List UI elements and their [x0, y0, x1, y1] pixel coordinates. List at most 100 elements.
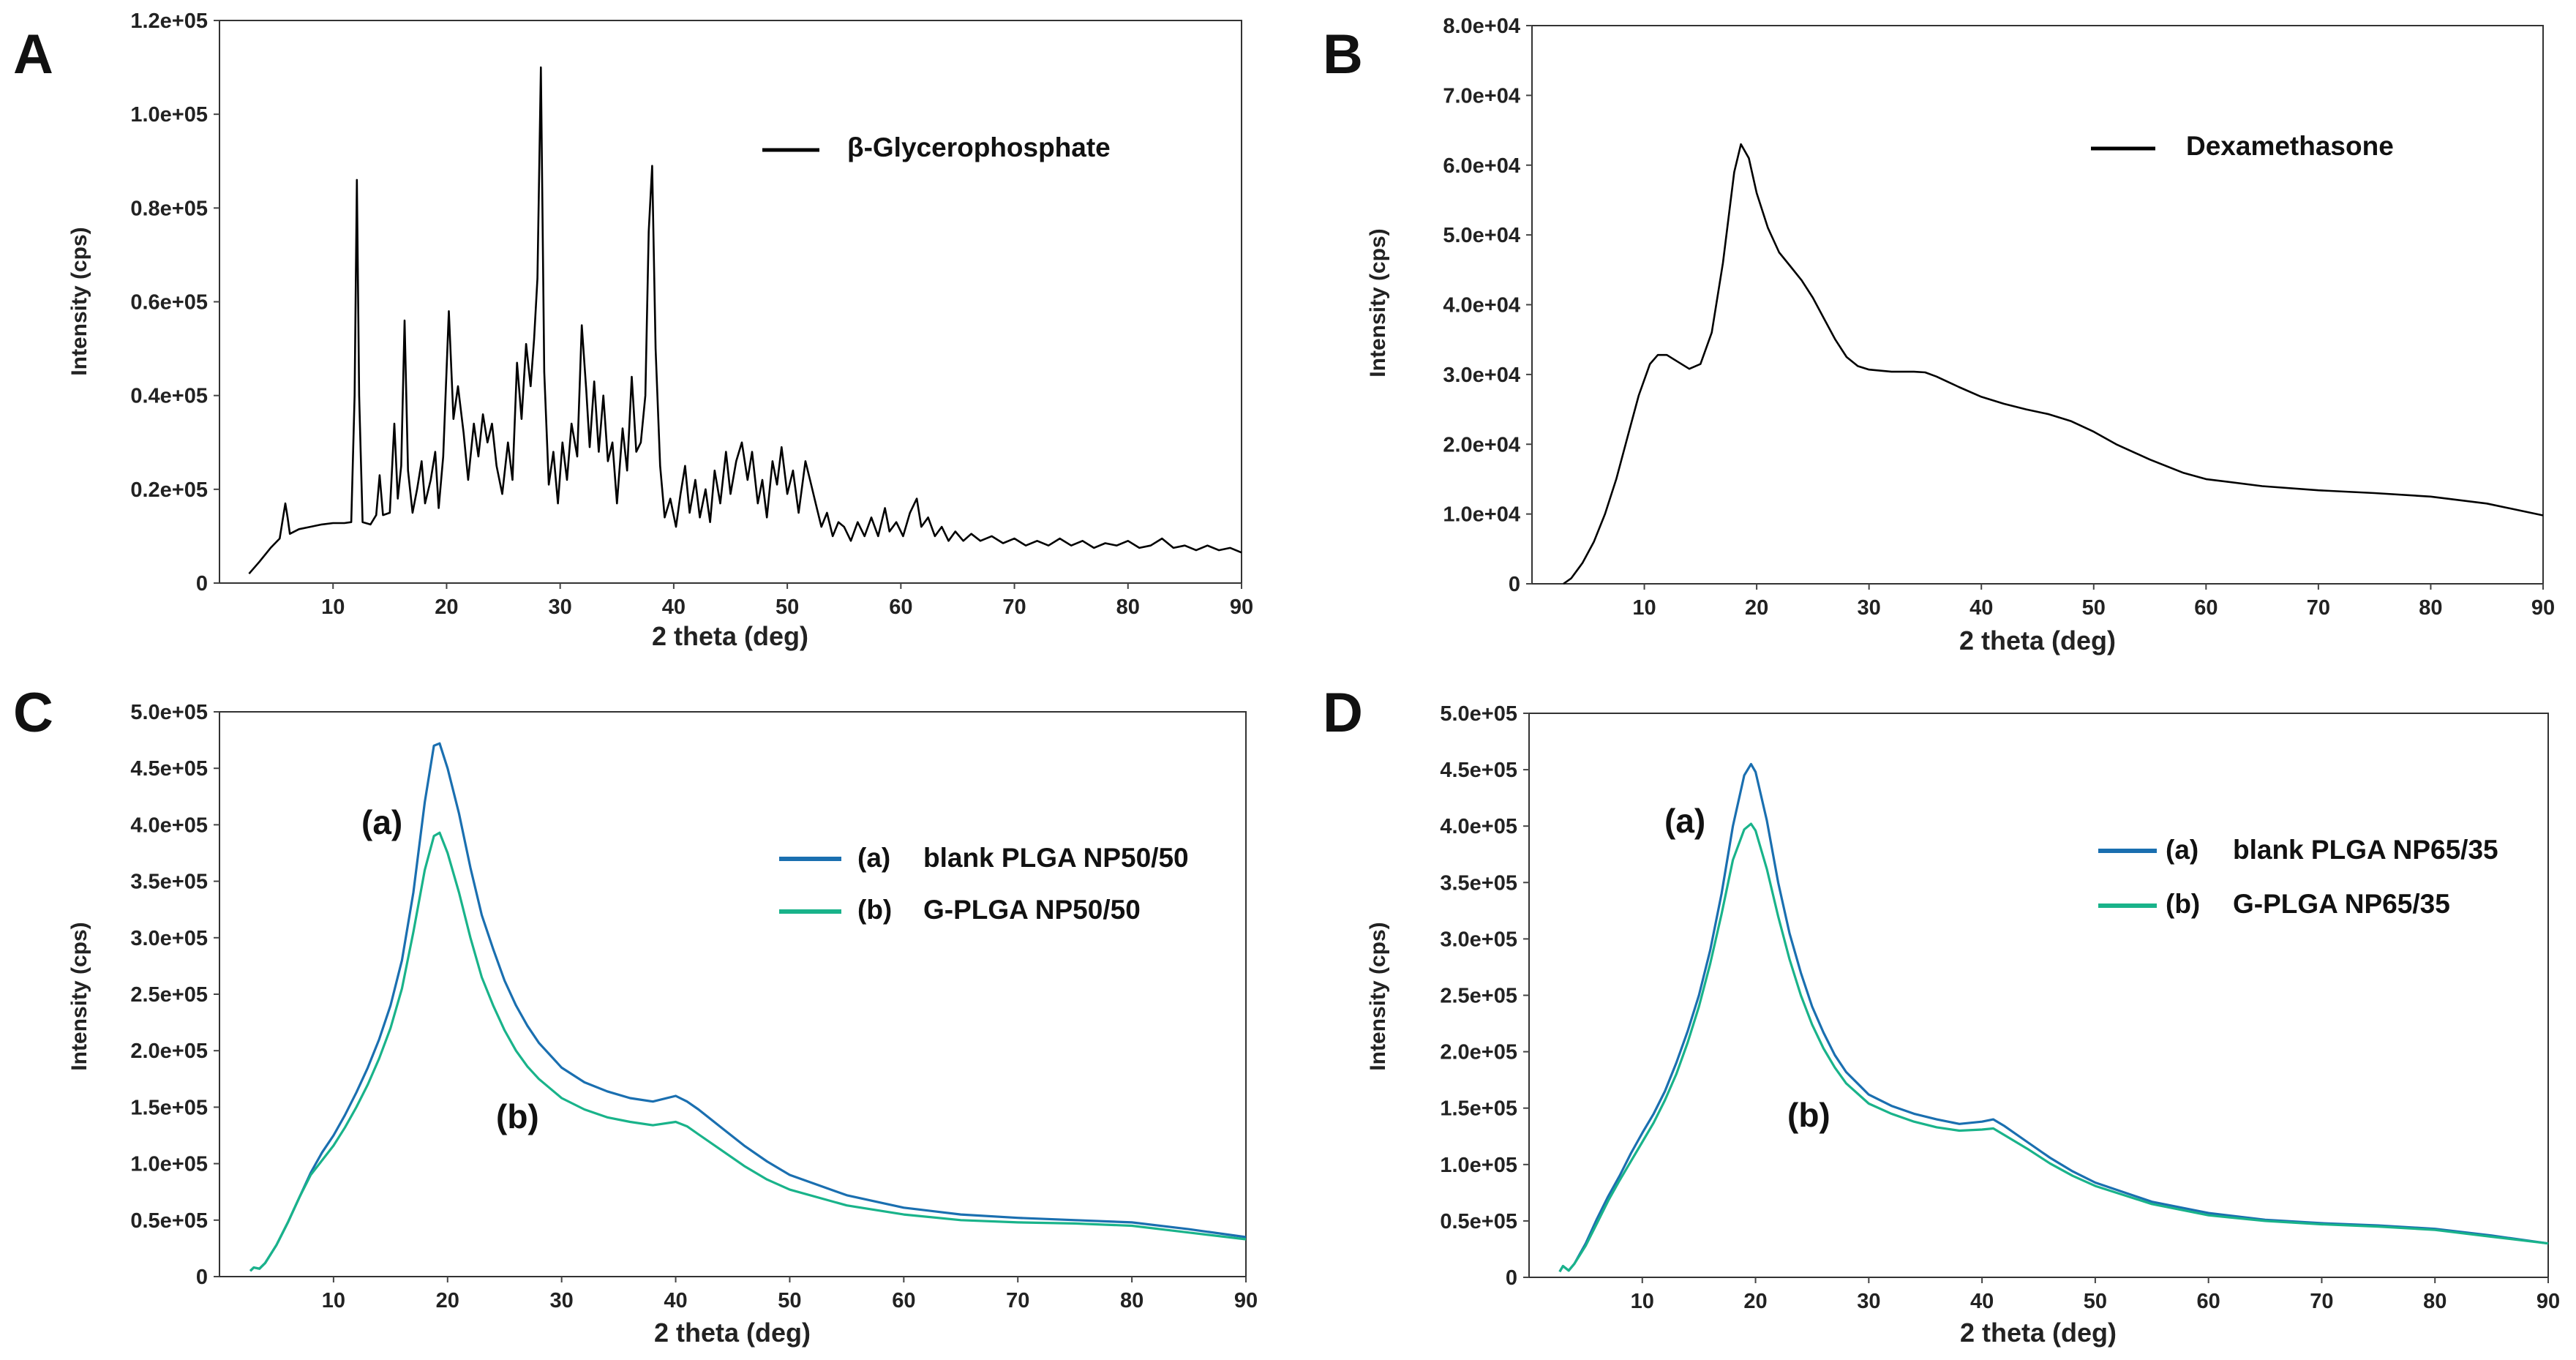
y-ticks-a: 0 0.2e+05 0.4e+05 0.6e+05 0.8e+05 1.0e+05 1.2e…	[130, 10, 219, 596]
x-tick-label-d: 20	[1743, 1290, 1767, 1313]
y-tick-label-c: 4.5e+05	[130, 757, 208, 781]
y-tick-label-b: 7.0e+04	[1443, 84, 1520, 108]
y-tick-label-a: 0.4e+05	[130, 385, 208, 408]
legend-label-c-0: blank PLGA NP50/50	[923, 843, 1189, 873]
x-tick-label-b: 40	[1969, 596, 1993, 620]
x-tick-label-c: 90	[1234, 1289, 1258, 1312]
x-tick-label-b: 90	[2531, 596, 2555, 620]
y-tick-label-a: 0.2e+05	[130, 478, 208, 502]
y-tick-label-c: 1.5e+05	[130, 1096, 208, 1119]
legend-tag-d-1: (b)	[2166, 889, 2200, 919]
annotation-a-d: (a)	[1664, 802, 1705, 840]
x-tick-label-a: 50	[776, 596, 799, 619]
x-ticks-c: 10 20 30 40 50 60 70 80 90	[322, 1277, 1258, 1312]
y-tick-label-c: 4.0e+05	[130, 814, 208, 837]
panel-b: B 0 1.0e+04 2.0e+04 3.0e+04 4.0e+04 5.0e+04 6.…	[1323, 15, 2555, 655]
y-tick-label-d: 5.0e+05	[1440, 702, 1517, 726]
x-axis-title-d: 2 theta (deg)	[1960, 1318, 2117, 1348]
x-tick-label-a: 30	[549, 596, 572, 619]
x-tick-label-c: 20	[436, 1289, 459, 1312]
x-tick-label-c: 10	[322, 1289, 345, 1312]
y-ticks-b: 0 1.0e+04 2.0e+04 3.0e+04 4.0e+04 5.0e+04 6.0e…	[1443, 15, 1532, 596]
x-tick-label-a: 90	[1230, 596, 1253, 619]
series-group-b	[1563, 143, 2544, 585]
y-tick-label-d: 4.5e+05	[1440, 759, 1517, 782]
plot-frame-a	[219, 20, 1242, 584]
legend-label-b: Dexamethasone	[2186, 131, 2394, 161]
y-tick-label-d: 1.5e+05	[1440, 1097, 1517, 1121]
y-tick-label-a: 0.8e+05	[130, 197, 208, 220]
x-tick-label-d: 70	[2310, 1290, 2333, 1313]
y-tick-label-c: 1.0e+05	[130, 1153, 208, 1176]
x-tick-label-c: 60	[892, 1289, 915, 1312]
x-tick-label-d: 10	[1631, 1290, 1654, 1313]
y-tick-label-b: 6.0e+04	[1443, 154, 1520, 178]
x-tick-label-b: 30	[1858, 596, 1881, 620]
legend-label-a: β-Glycerophosphate	[847, 132, 1111, 162]
y-tick-label-d: 0.5e+05	[1440, 1210, 1517, 1233]
x-tick-label-d: 60	[2197, 1290, 2220, 1313]
plot-frame-b	[1531, 25, 2544, 585]
x-tick-label-a: 10	[321, 596, 345, 619]
x-tick-label-b: 80	[2419, 596, 2442, 620]
x-tick-label-c: 80	[1120, 1289, 1144, 1312]
x-tick-label-a: 20	[435, 596, 458, 619]
y-tick-label-d: 1.0e+05	[1440, 1154, 1517, 1177]
plot-frame-d	[1528, 713, 2549, 1278]
x-tick-label-b: 10	[1632, 596, 1656, 620]
series-group-a	[248, 66, 1242, 575]
y-tick-label-d: 3.5e+05	[1440, 871, 1517, 895]
y-tick-label-b: 1.0e+04	[1443, 503, 1520, 527]
x-tick-label-d: 40	[1970, 1290, 1994, 1313]
series-line-d-1	[1558, 822, 2549, 1273]
x-tick-label-c: 70	[1006, 1289, 1029, 1312]
y-ticks-c: 0 0.5e+05 1.0e+05 1.5e+05 2.0e+05 2.5e+05 3.0e…	[130, 701, 219, 1289]
legend-tag-d-0: (a)	[2166, 835, 2198, 865]
x-tick-label-c: 50	[778, 1289, 801, 1312]
legend-tag-c-1: (b)	[857, 895, 892, 925]
y-tick-label-d: 0	[1506, 1266, 1517, 1290]
y-tick-label-d: 3.0e+05	[1440, 928, 1517, 951]
y-axis-title-a: Intensity (cps)	[67, 227, 91, 375]
series-line-b-0	[1563, 143, 2544, 585]
legend-label-c-1: G-PLGA NP50/50	[923, 895, 1141, 925]
y-tick-label-d: 2.5e+05	[1440, 985, 1517, 1008]
y-tick-label-a: 1.2e+05	[130, 10, 208, 33]
y-tick-label-c: 0.5e+05	[130, 1209, 208, 1233]
y-tick-label-a: 0	[196, 572, 208, 596]
series-line-c-1	[249, 831, 1247, 1272]
legend-label-d-0: blank PLGA NP65/35	[2233, 835, 2498, 865]
y-axis-title-d: Intensity (cps)	[1366, 922, 1390, 1070]
panel-d: D 0 0.5e+05 1.0e+05 1.5e+05 2.0e+05 2.5e+05 3.…	[1323, 682, 2560, 1348]
y-tick-label-b: 2.0e+04	[1443, 433, 1520, 457]
y-tick-label-b: 5.0e+04	[1443, 224, 1520, 247]
y-axis-title-b: Intensity (cps)	[1366, 228, 1390, 377]
y-tick-label-b: 0	[1509, 573, 1520, 596]
panel-letter-d: D	[1323, 682, 1363, 744]
annotation-b-d: (b)	[1787, 1096, 1830, 1134]
x-axis-title-c: 2 theta (deg)	[654, 1318, 811, 1348]
y-tick-label-c: 5.0e+05	[130, 701, 208, 724]
panel-letter-a: A	[13, 23, 53, 86]
x-tick-label-a: 40	[662, 596, 686, 619]
x-axis-title-b: 2 theta (deg)	[1959, 625, 2116, 655]
series-group-d	[1558, 762, 2549, 1273]
plot-frame-c	[219, 711, 1247, 1277]
y-tick-label-b: 8.0e+04	[1443, 15, 1520, 38]
y-tick-label-d: 2.0e+05	[1440, 1041, 1517, 1064]
x-tick-label-b: 50	[2082, 596, 2106, 620]
x-tick-label-d: 80	[2423, 1290, 2447, 1313]
y-tick-label-b: 3.0e+04	[1443, 364, 1520, 387]
y-tick-label-a: 0.6e+05	[130, 291, 208, 315]
y-tick-label-c: 2.5e+05	[130, 983, 208, 1007]
y-tick-label-c: 0	[196, 1266, 208, 1289]
y-tick-label-a: 1.0e+05	[130, 103, 208, 127]
x-tick-label-a: 60	[889, 596, 912, 619]
x-tick-label-c: 30	[550, 1289, 574, 1312]
x-tick-label-a: 80	[1116, 596, 1140, 619]
y-tick-label-d: 4.0e+05	[1440, 815, 1517, 838]
x-axis-title-a: 2 theta (deg)	[652, 621, 808, 651]
series-group-c	[249, 742, 1247, 1272]
x-ticks-a: 10 20 30 40 50 60 70 80 90	[321, 583, 1253, 619]
